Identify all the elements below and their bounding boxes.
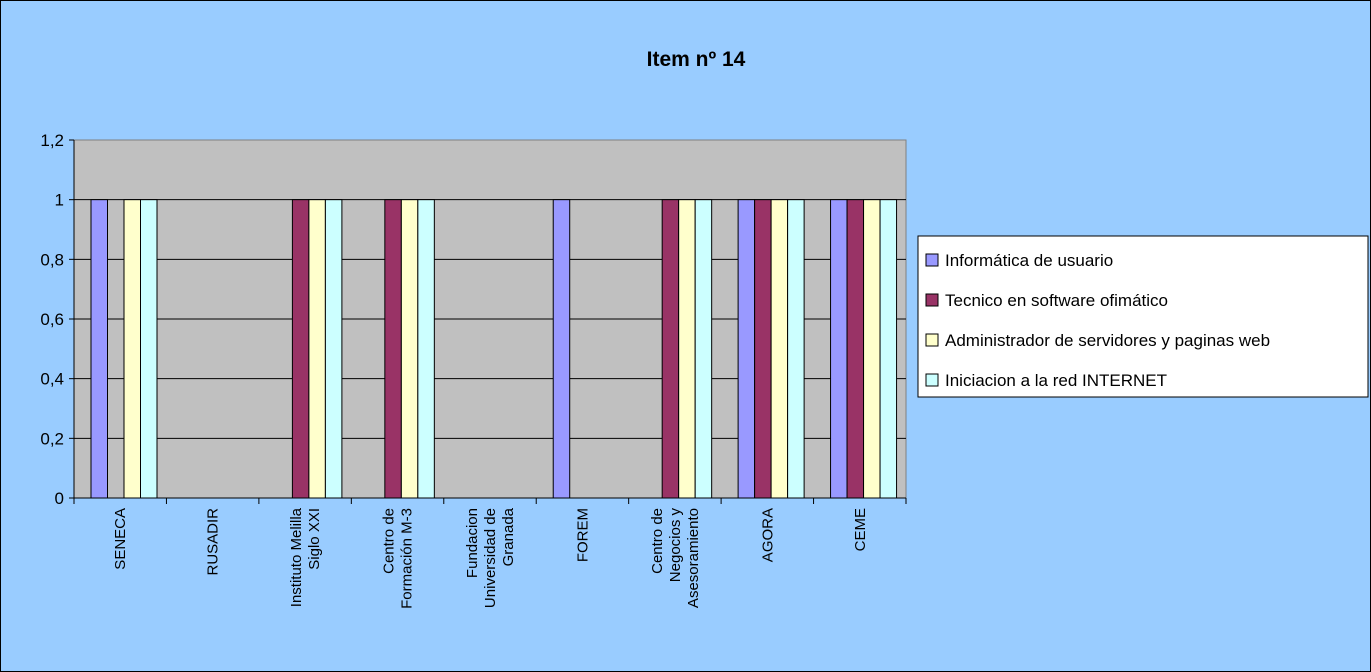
x-tick-label: CEME xyxy=(852,508,869,551)
x-tick-label-line: AGORA xyxy=(759,508,776,562)
y-tick-labels: 0 0,2 0,4 0,6 0,8 1 1,2 xyxy=(40,131,64,508)
x-tick-label-line: CEME xyxy=(852,508,869,551)
x-tick-label-line: Granada xyxy=(500,507,517,566)
bar xyxy=(417,199,435,499)
bar xyxy=(846,199,865,499)
bar xyxy=(694,199,713,499)
bar xyxy=(863,199,881,499)
bars xyxy=(90,199,898,499)
x-tick-label-line: Fundacion xyxy=(464,508,481,578)
x-tick-label-line: Asesoramiento xyxy=(685,508,702,608)
bar xyxy=(308,199,326,499)
y-tick-label: 1,2 xyxy=(40,131,64,150)
x-tick-label: Centro de Formación M-3 xyxy=(381,508,416,609)
x-tick-label-line: Universidad de xyxy=(482,508,499,608)
x-tick-label-line: Siglo XXI xyxy=(306,508,323,570)
x-tick-label-line: FOREM xyxy=(574,508,591,562)
y-tick-label: 0,2 xyxy=(40,429,64,448)
bar xyxy=(754,199,772,499)
bar xyxy=(678,199,696,499)
bar xyxy=(324,199,343,499)
legend-swatch xyxy=(925,373,939,387)
bar xyxy=(879,199,898,499)
legend-box xyxy=(917,235,1369,398)
x-tick-label-line: Centro de xyxy=(381,508,398,574)
x-tick-label: Fundacion Universidad de Granada xyxy=(464,507,517,608)
x-tick-label: AGORA xyxy=(759,508,776,562)
bar xyxy=(770,199,789,499)
bar xyxy=(123,199,141,499)
bar xyxy=(384,199,402,499)
bar xyxy=(90,199,108,499)
bar xyxy=(400,199,419,499)
y-tick-label: 0,6 xyxy=(40,310,64,329)
x-tick-label: Instituto Melilla Siglo XXI xyxy=(288,507,323,607)
legend: Informática de usuario Tecnico en softwar… xyxy=(917,235,1369,398)
legend-label: Tecnico en software ofimático xyxy=(945,291,1168,310)
x-tick-label-line: Instituto Melilla xyxy=(288,507,305,607)
x-tick-label: SENECA xyxy=(112,508,129,570)
bar xyxy=(291,199,310,499)
bar xyxy=(830,199,848,499)
x-tick-label: Centro de Negocios y Asesoramiento xyxy=(649,508,702,609)
y-tick-label: 1 xyxy=(55,191,64,210)
x-tick-label-line: Formación M-3 xyxy=(399,508,416,609)
axes xyxy=(69,139,907,504)
legend-swatch xyxy=(925,293,939,307)
x-tick-label: RUSADIR xyxy=(205,508,222,576)
bar xyxy=(552,199,571,499)
y-tick-label: 0,8 xyxy=(40,250,64,269)
bar xyxy=(787,199,805,499)
chart-title: Item nº 14 xyxy=(647,48,746,71)
x-tick-label: FOREM xyxy=(574,508,591,562)
bar xyxy=(737,199,756,499)
bar xyxy=(140,199,158,499)
legend-swatch xyxy=(925,253,939,267)
x-tick-label-line: SENECA xyxy=(112,508,129,570)
y-tick-label: 0,4 xyxy=(40,370,64,389)
legend-label: Informática de usuario xyxy=(945,251,1113,270)
x-tick-label-line: Negocios y xyxy=(667,508,684,583)
legend-label: Administrador de servidores y paginas we… xyxy=(945,331,1270,350)
legend-swatch xyxy=(925,333,939,347)
x-tick-labels: SENECA RUSADIR Instituto Melilla Siglo XXI C… xyxy=(112,507,869,609)
legend-label: Iniciacion a la red INTERNET xyxy=(945,371,1167,390)
x-tick-label-line: Centro de xyxy=(649,508,666,574)
y-tick-label: 0 xyxy=(55,489,64,508)
x-tick-label-line: RUSADIR xyxy=(205,508,222,576)
bar xyxy=(661,199,680,499)
